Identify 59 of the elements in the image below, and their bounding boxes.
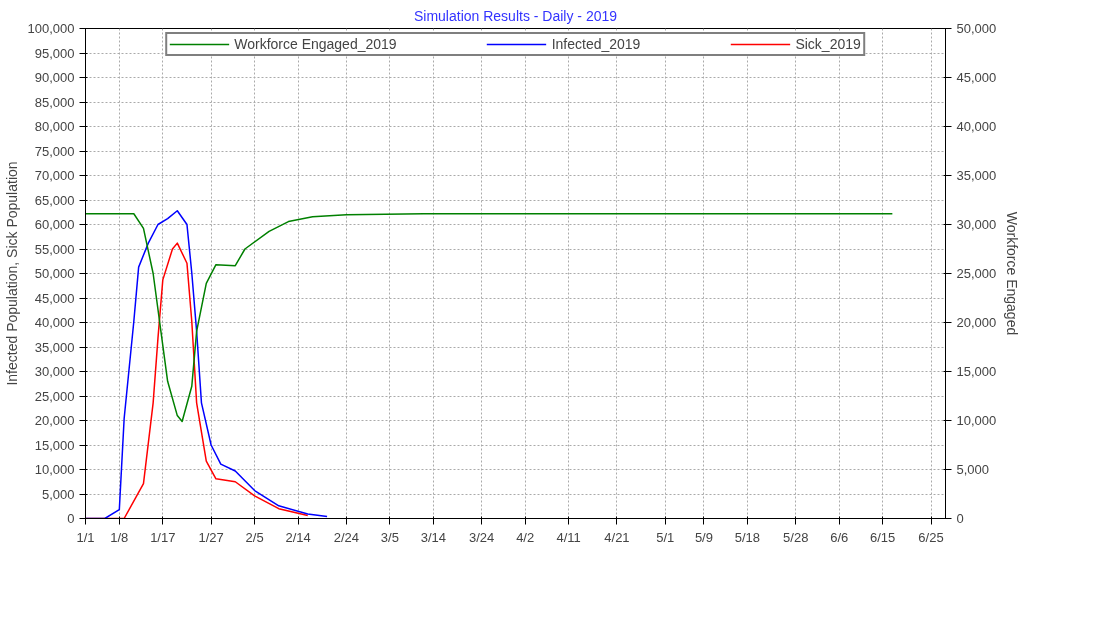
y2-tick-label: 20,000 bbox=[956, 315, 997, 330]
y-tick-label: 100,000 bbox=[27, 21, 75, 36]
x-tick-label: 6/25 bbox=[918, 529, 944, 545]
x-tick-label: 3/5 bbox=[380, 529, 399, 545]
y-tick-label: 30,000 bbox=[34, 364, 75, 379]
y-axis-title: Infected Population, Sick Population bbox=[3, 161, 20, 386]
x-tick-label: 4/2 bbox=[516, 529, 535, 545]
x-tick-label: 1/17 bbox=[150, 529, 176, 545]
y-tick-label: 40,000 bbox=[34, 315, 75, 330]
legend-label: Sick_2019 bbox=[795, 36, 861, 52]
y-tick-label: 85,000 bbox=[34, 94, 75, 110]
x-tick-label: 2/5 bbox=[245, 529, 264, 545]
y-tick-label: 20,000 bbox=[34, 413, 75, 428]
y-tick-label: 90,000 bbox=[34, 70, 75, 85]
y2-tick-label: 30,000 bbox=[956, 217, 997, 232]
x-tick-label: 2/14 bbox=[285, 529, 311, 545]
y2-tick-label: 0 bbox=[956, 511, 964, 526]
legend-label: Workforce Engaged_2019 bbox=[234, 36, 397, 52]
y-tick-label: 60,000 bbox=[34, 217, 75, 232]
y-tick-label: 5,000 bbox=[41, 486, 75, 502]
y-tick-label: 80,000 bbox=[34, 119, 75, 134]
x-tick-label: 6/15 bbox=[870, 529, 896, 545]
y2-tick-label: 50,000 bbox=[956, 21, 997, 36]
y-tick-label: 25,000 bbox=[34, 388, 75, 404]
x-tick-label: 5/28 bbox=[783, 529, 809, 545]
y2-tick-label: 10,000 bbox=[956, 413, 997, 428]
y-tick-label: 65,000 bbox=[34, 192, 75, 208]
x-tick-label: 5/9 bbox=[694, 529, 713, 545]
y2-tick-label: 45,000 bbox=[956, 70, 997, 85]
x-tick-label: 1/27 bbox=[198, 529, 224, 545]
y2-axis-title: Workforce Engaged bbox=[1004, 211, 1021, 336]
y-tick-label: 10,000 bbox=[34, 462, 75, 477]
y-tick-label: 95,000 bbox=[34, 45, 75, 61]
y-tick-label: 45,000 bbox=[34, 290, 75, 306]
x-tick-label: 6/6 bbox=[830, 529, 849, 545]
y-tick-label: 50,000 bbox=[34, 266, 75, 281]
chart-title: Simulation Results - Daily - 2019 bbox=[413, 7, 618, 24]
y2-tick-label: 25,000 bbox=[956, 266, 997, 281]
y-tick-label: 55,000 bbox=[34, 241, 75, 257]
y2-tick-label: 35,000 bbox=[956, 168, 997, 183]
y2-tick-label: 40,000 bbox=[956, 119, 997, 134]
x-tick-label: 3/24 bbox=[469, 529, 495, 545]
y-tick-label: 75,000 bbox=[34, 143, 75, 159]
y-tick-label: 35,000 bbox=[34, 339, 75, 355]
y2-tick-label: 5,000 bbox=[956, 462, 990, 477]
y-tick-label: 15,000 bbox=[34, 437, 75, 453]
x-tick-label: 1/1 bbox=[76, 529, 95, 545]
x-tick-label: 4/11 bbox=[556, 529, 581, 545]
legend-label: Infected_2019 bbox=[551, 36, 641, 52]
y-tick-label: 0 bbox=[67, 511, 75, 526]
x-tick-label: 4/21 bbox=[604, 529, 630, 545]
y2-tick-label: 15,000 bbox=[956, 364, 997, 379]
line-series bbox=[85, 212, 894, 423]
y-tick-label: 70,000 bbox=[34, 168, 75, 183]
x-tick-label: 5/1 bbox=[656, 529, 675, 545]
x-tick-label: 5/18 bbox=[734, 529, 761, 545]
x-tick-label: 3/14 bbox=[420, 529, 447, 545]
x-tick-label: 2/24 bbox=[333, 529, 360, 545]
x-tick-label: 1/8 bbox=[110, 529, 129, 545]
